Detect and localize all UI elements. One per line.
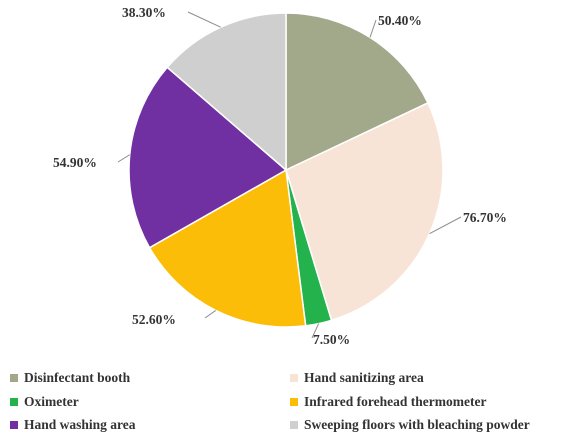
legend-item-hand-washing-area: Hand washing area [10, 416, 136, 434]
legend-label: Hand washing area [24, 417, 136, 432]
legend-label: Infrared forehead thermometer [304, 394, 487, 409]
data-label-hand-washing-area: 54.90% [53, 155, 97, 170]
leader-line [429, 216, 462, 235]
pie-slice-disinfectant-booth [285, 12, 429, 172]
data-label-sweeping-floors: 38.30% [122, 5, 166, 20]
pie-slice-sweeping-floors [166, 12, 287, 172]
leader-line [369, 19, 377, 38]
leader-line [117, 154, 131, 163]
data-label-oximeter: 7.50% [313, 332, 350, 347]
leader-line [311, 323, 320, 339]
legend-label: Disinfectant booth [24, 370, 131, 385]
legend-swatch [290, 421, 298, 429]
legend-label: Hand sanitizing area [304, 370, 424, 385]
pie-slice-hand-washing-area [128, 66, 288, 249]
legend-item-disinfectant-booth: Disinfectant booth [10, 369, 130, 387]
legend-swatch [290, 374, 298, 382]
legend-item-sweeping-floors: Sweeping floors with bleaching powder [290, 416, 530, 434]
legend-swatch [10, 374, 18, 382]
legend-item-oximeter: Oximeter [10, 393, 79, 411]
data-label-disinfectant-booth: 50.40% [378, 13, 422, 28]
legend-swatch [290, 398, 298, 406]
pie-slice-hand-sanitizing-area [285, 101, 444, 322]
chart-legend: Disinfectant booth Hand sanitizing area … [0, 366, 563, 436]
legend-swatch [10, 421, 18, 429]
leader-line [187, 11, 221, 28]
legend-item-hand-sanitizing-area: Hand sanitizing area [290, 369, 424, 387]
data-label-hand-sanitizing-area: 76.70% [463, 210, 507, 225]
legend-label: Sweeping floors with bleaching powder [304, 417, 530, 432]
legend-item-infrared-forehead-thermometer: Infrared forehead thermometer [290, 393, 486, 411]
data-label-infrared-forehead-thermometer: 52.60% [132, 312, 176, 327]
legend-swatch [10, 398, 18, 406]
legend-label: Oximeter [24, 394, 79, 409]
leader-line [204, 310, 217, 319]
